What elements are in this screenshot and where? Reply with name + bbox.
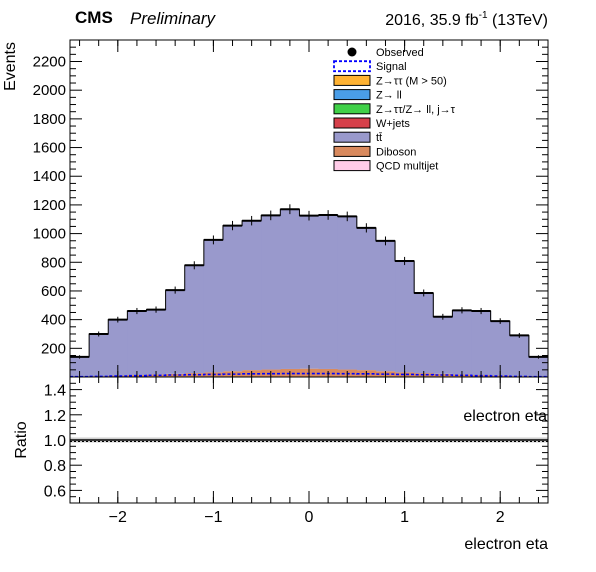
stack-bar xyxy=(357,228,377,370)
y-tick-label: 400 xyxy=(41,312,66,329)
legend-label: Diboson xyxy=(376,146,416,158)
x-tick-label: −2 xyxy=(109,509,127,526)
stack-bar xyxy=(433,317,453,374)
legend-label: W+jets xyxy=(376,118,410,130)
stack-bar xyxy=(127,311,147,375)
stack-bar xyxy=(414,293,434,373)
stack-bar xyxy=(242,221,262,370)
lumi-prefix: 2016, 35.9 fb xyxy=(385,12,479,29)
stack-bar xyxy=(204,240,224,373)
y-axis-title: Events xyxy=(2,42,19,91)
ratio-y-tick-label: 0.6 xyxy=(44,483,66,500)
legend-swatch xyxy=(334,61,370,71)
stack-bar xyxy=(146,310,166,375)
legend-entry: Signal xyxy=(334,61,407,73)
y-tick-label: 200 xyxy=(41,340,66,357)
legend-swatch xyxy=(334,118,370,128)
y-tick-label: 2200 xyxy=(33,54,66,71)
y-tick-label: 2000 xyxy=(33,82,66,99)
legend-entry: Z→ττ/Z→ ll, j→τ xyxy=(334,104,456,116)
y-tick-label: 1200 xyxy=(33,197,66,214)
legend-entry: Z→ττ (M > 50) xyxy=(334,75,447,87)
ratio-annotation: electron eta xyxy=(463,408,547,425)
stack-bar xyxy=(472,311,492,375)
stack-bar xyxy=(89,334,109,376)
main-panel: 200 400 600 800 1000 1200 1400 1600 1800 2000 2200… xyxy=(2,40,549,377)
lumi-label: 2016, 35.9 fb-1 (13TeV) xyxy=(385,10,548,29)
stack-bar xyxy=(166,290,186,374)
ratio-y-tick-label: 1.0 xyxy=(44,433,66,450)
stack-bar xyxy=(261,215,281,369)
legend-swatch xyxy=(334,132,370,142)
legend-label: Signal xyxy=(376,61,407,73)
stack-bar xyxy=(338,216,358,369)
stack-bar xyxy=(510,335,530,376)
experiment-label: CMS xyxy=(75,8,113,27)
header: CMS Preliminary 2016, 35.9 fb-1 (13TeV) xyxy=(75,8,548,29)
legend-label: tt̄ xyxy=(376,132,382,144)
legend-entry: W+jets xyxy=(334,118,410,130)
stack-bar xyxy=(376,241,396,371)
lumi-suffix: (13TeV) xyxy=(488,12,548,29)
status-label: Preliminary xyxy=(130,9,217,28)
legend-label: Z→ττ (M > 50) xyxy=(376,75,447,87)
x-tick-label: 1 xyxy=(400,509,409,526)
ratio-y-axis-title: Ratio xyxy=(13,421,30,458)
ratio-y-tick-label: 1.2 xyxy=(44,408,66,425)
legend-entry: Diboson xyxy=(334,146,416,158)
y-tick-label: 600 xyxy=(41,283,66,300)
ratio-panel: 0.6 0.8 1.0 1.2 1.4 −2 −1 0 1 2 Ratio electron eta e… xyxy=(13,377,548,553)
legend-swatch xyxy=(334,90,370,100)
x-tick-label: −1 xyxy=(204,509,222,526)
stack-bar xyxy=(185,265,205,373)
legend-label: Observed xyxy=(376,47,424,59)
stack-1 xyxy=(70,209,549,376)
stack-bar xyxy=(299,216,319,369)
stack-bar xyxy=(223,226,243,372)
y-tick-label: 1800 xyxy=(33,111,66,128)
stack-bar xyxy=(395,261,415,372)
y-tick-label: 800 xyxy=(41,254,66,271)
legend-entry: QCD multijet xyxy=(334,161,438,173)
ratio-y-tick-label: 0.8 xyxy=(44,458,66,475)
y-tick-label: 1600 xyxy=(33,140,66,157)
stack-bar xyxy=(452,310,472,374)
stack-bar xyxy=(319,215,339,369)
stack-bar xyxy=(280,209,300,369)
y-tick-label: 1000 xyxy=(33,226,66,243)
legend-swatch xyxy=(348,48,357,57)
legend-swatch xyxy=(334,75,370,85)
y-tick-label: 1400 xyxy=(33,168,66,185)
legend-swatch xyxy=(334,104,370,114)
legend-entry: Z→ ll xyxy=(334,90,402,102)
legend-entry: tt̄ xyxy=(334,132,382,144)
legend-label: Z→ττ/Z→ ll, j→τ xyxy=(376,104,456,116)
legend-swatch xyxy=(334,161,370,171)
x-tick-label: 0 xyxy=(305,509,314,526)
legend-label: Z→ ll xyxy=(376,90,402,102)
x-tick-label: 2 xyxy=(496,509,505,526)
legend-entry: Observed xyxy=(348,47,424,59)
legend: Observed Signal Z→ττ (M > 50) Z→ ll Z→ττ/Z→ … xyxy=(334,47,456,173)
ratio-y-tick-label: 1.4 xyxy=(44,383,66,400)
x-axis-title: electron eta xyxy=(464,536,548,553)
legend-swatch xyxy=(334,146,370,156)
legend-label: QCD multijet xyxy=(376,161,438,173)
